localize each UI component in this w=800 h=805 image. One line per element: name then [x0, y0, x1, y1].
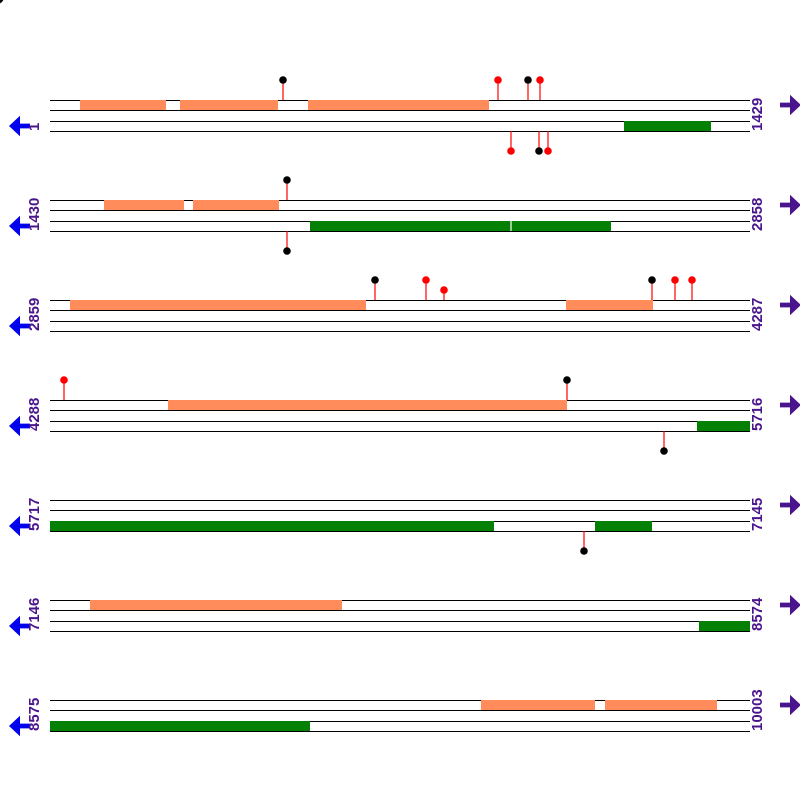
svg-text:8575: 8575	[26, 698, 43, 731]
svg-text:5716: 5716	[749, 398, 766, 431]
svg-text:8574: 8574	[749, 597, 766, 631]
svg-text:4288: 4288	[26, 398, 43, 431]
svg-text:5717: 5717	[26, 498, 43, 531]
svg-text:1: 1	[26, 123, 43, 131]
svg-text:2858: 2858	[749, 198, 766, 231]
svg-text:4287: 4287	[749, 298, 766, 331]
svg-text:7145: 7145	[749, 498, 766, 531]
svg-text:10003: 10003	[749, 689, 766, 731]
svg-text:7146: 7146	[26, 598, 43, 631]
svg-text:2859: 2859	[26, 298, 43, 331]
svg-text:1429: 1429	[749, 98, 766, 131]
svg-text:1430: 1430	[26, 198, 43, 231]
